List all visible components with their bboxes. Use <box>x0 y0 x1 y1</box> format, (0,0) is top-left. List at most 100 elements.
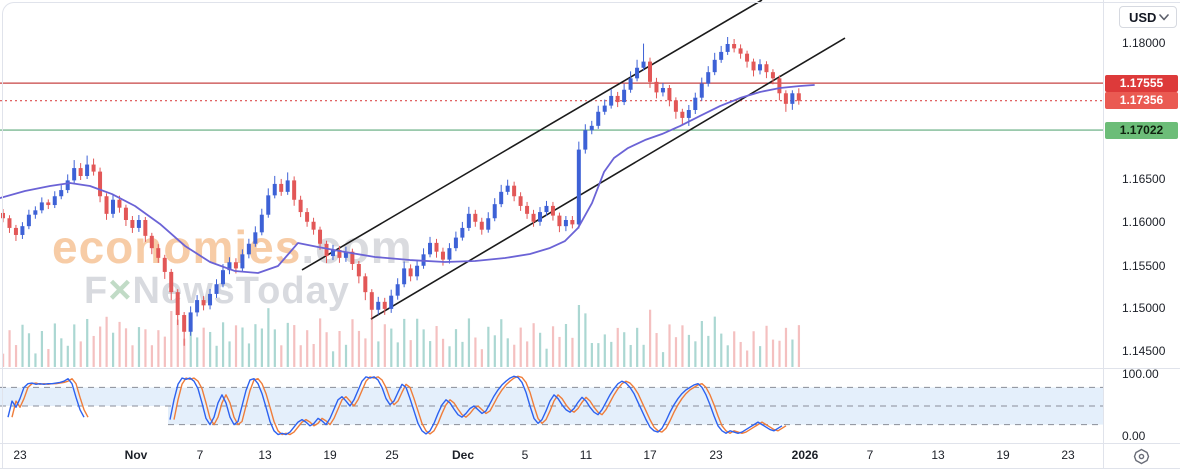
volume-bar <box>584 313 587 367</box>
price-axis-label: 1.18000 <box>1122 36 1166 50</box>
time-axis-label: Dec <box>451 448 475 462</box>
volume-bar <box>487 326 490 367</box>
volume-bar <box>739 341 742 367</box>
volume-bar <box>73 324 76 367</box>
volume-bar <box>409 340 412 367</box>
candle-body <box>447 248 452 260</box>
volume-bar <box>383 324 386 367</box>
volume-bar <box>403 318 406 367</box>
volume-bar <box>454 329 458 367</box>
gear-icon[interactable] <box>1133 448 1150 465</box>
volume-bar <box>603 334 606 367</box>
candle-body <box>783 93 788 104</box>
candle-body <box>363 276 368 293</box>
candle-body <box>117 199 122 208</box>
pane-divider[interactable] <box>0 368 1180 369</box>
volume-bar <box>519 327 522 367</box>
volume-bar <box>707 335 710 367</box>
price-level-badge: 1.17356 <box>1105 92 1178 110</box>
volume-bar <box>687 334 691 367</box>
volume-bar <box>47 349 50 367</box>
volume-bar <box>267 308 270 367</box>
volume-bar <box>513 344 516 367</box>
candle-body <box>33 210 38 215</box>
volume-bar <box>170 311 173 367</box>
time-axis-label: 5 <box>521 448 529 462</box>
candle-body <box>609 95 614 106</box>
currency-selector-label: USD <box>1129 9 1157 25</box>
volume-bar <box>21 324 24 367</box>
volume-bar <box>196 337 199 367</box>
volume-bar <box>118 321 121 367</box>
candle-body <box>654 81 659 93</box>
candle-body <box>602 105 607 112</box>
price-axis-label: 1.16000 <box>1122 215 1166 229</box>
candle-body <box>732 44 737 49</box>
volume-bar <box>791 339 794 367</box>
time-axis-label: 23 <box>13 448 27 462</box>
volume-bar <box>99 326 102 367</box>
candle-body <box>330 249 335 257</box>
candle-body <box>686 110 691 118</box>
bottom-border <box>0 468 1180 469</box>
candle-body <box>175 292 180 316</box>
candle-body <box>738 48 743 54</box>
candle-body <box>343 251 348 258</box>
candle-body <box>26 214 31 227</box>
candle-body <box>699 83 704 98</box>
volume-bar <box>422 329 425 367</box>
volume-bar <box>616 327 619 367</box>
volume-bar <box>202 327 205 367</box>
stochastic-band <box>0 387 168 406</box>
time-axis-label: 19 <box>996 448 1010 462</box>
candle-body <box>311 221 316 230</box>
candle-body <box>356 264 361 277</box>
candle-body <box>764 64 769 73</box>
volume-bar <box>247 343 251 367</box>
candle-body <box>1 212 5 219</box>
candle-body <box>162 257 167 272</box>
candle-body <box>65 180 70 191</box>
candle-body <box>85 164 90 176</box>
time-axis-divider <box>0 443 1180 444</box>
volume-bar <box>726 345 729 367</box>
candle-body <box>622 89 627 103</box>
volume-bar <box>176 319 179 367</box>
volume-bar <box>377 341 380 367</box>
currency-selector[interactable]: USD <box>1119 6 1177 28</box>
volume-bar <box>60 338 63 367</box>
candle-body <box>188 312 193 332</box>
stochastic-k-line <box>7 378 85 418</box>
candle-body <box>434 242 439 252</box>
volume-bar <box>370 318 373 367</box>
volume-bar <box>700 321 703 367</box>
candle-body <box>428 242 433 255</box>
volume-bar <box>545 348 548 367</box>
time-axis-label: 7 <box>196 448 204 462</box>
volume-bar <box>86 318 89 367</box>
time-axis-label: 17 <box>643 448 657 462</box>
candle-body <box>182 315 187 332</box>
volume-bar <box>480 349 483 367</box>
volume-bar <box>778 340 781 367</box>
time-axis[interactable]: 23 Nov 7 13 19 25 Dec 5 11 17 23 2026 7 13 19 23 <box>0 443 1103 468</box>
candle-body <box>538 212 543 222</box>
volume-bar <box>733 331 736 367</box>
price-axis[interactable]: 1.18000 1.16500 1.16000 1.15500 1.15000 1.145… <box>1104 0 1180 468</box>
volume-bar <box>293 325 296 367</box>
candle-body <box>123 207 128 220</box>
volume-bar <box>390 328 393 367</box>
volume-bar <box>649 309 652 367</box>
candle-body <box>589 125 594 131</box>
price-chart-canvas[interactable] <box>0 0 1103 468</box>
candle-body <box>557 215 562 227</box>
watermark-tagline-rest: NewsToday <box>132 270 350 312</box>
candle-body <box>596 111 601 126</box>
volume-bar <box>642 344 645 367</box>
volume-bar <box>771 339 775 367</box>
volume-bar <box>331 351 335 367</box>
price-axis-divider[interactable] <box>1103 0 1104 468</box>
volume-bar <box>396 342 399 367</box>
candle-body <box>7 218 12 228</box>
